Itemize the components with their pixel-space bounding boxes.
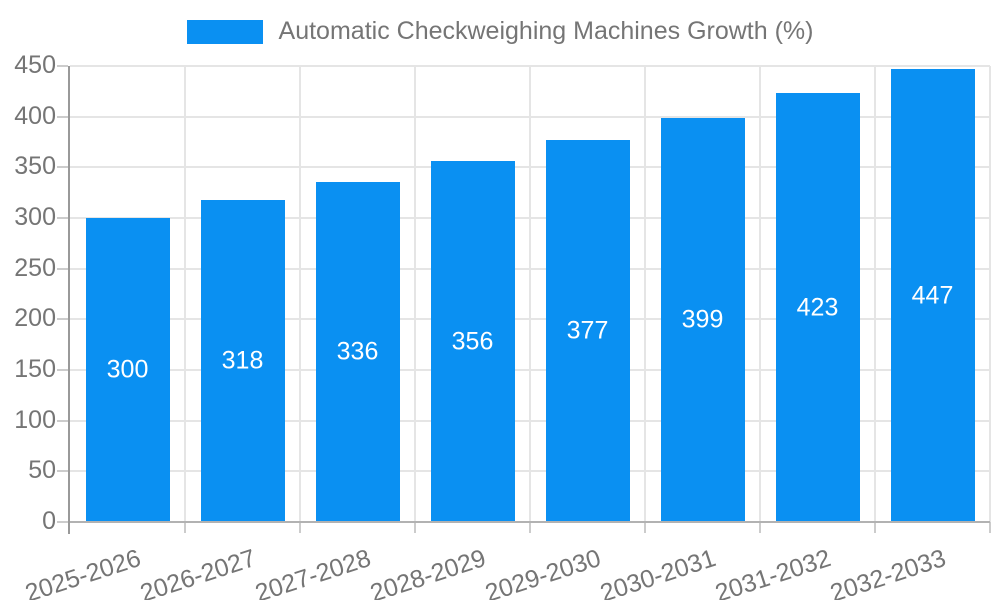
y-axis-tick [57, 267, 68, 270]
bar-value-label: 377 [566, 316, 609, 345]
y-axis-tick [57, 470, 68, 473]
y-axis-tick [57, 521, 68, 523]
bar [200, 199, 285, 522]
x-axis-tick [989, 522, 991, 533]
bar-value-label: 423 [796, 293, 839, 322]
x-axis-tick [184, 522, 186, 533]
x-axis-tick [644, 522, 646, 533]
y-axis-tick [57, 419, 68, 422]
x-axis-tick [874, 522, 876, 533]
y-axis-tick-label: 350 [14, 152, 56, 181]
y-axis-tick-label: 50 [28, 456, 56, 485]
bar-value-label: 300 [106, 355, 149, 384]
x-axis-label: 2030-2031 [596, 544, 720, 600]
x-axis-label: 2032-2033 [826, 544, 950, 600]
category-boundary-gridline [989, 66, 991, 522]
x-axis-label: 2027-2028 [251, 544, 375, 600]
bar-value-label: 356 [451, 327, 494, 356]
y-axis-tick-label: 250 [14, 253, 56, 282]
category-boundary-gridline [184, 66, 186, 522]
category-boundary-gridline [414, 66, 416, 522]
y-axis-tick-label: 400 [14, 101, 56, 130]
x-axis-tick [759, 522, 761, 533]
x-axis-label: 2026-2027 [136, 544, 260, 600]
bar-value-label: 447 [911, 281, 954, 310]
category-boundary-gridline [874, 66, 876, 522]
legend-series-label: Automatic Checkweighing Machines Growth … [278, 17, 814, 45]
y-axis-tick-label: 450 [14, 50, 56, 79]
bar [315, 181, 400, 522]
category-boundary-gridline [529, 66, 531, 522]
x-axis-tick [529, 522, 531, 533]
y-axis-tick-label: 200 [14, 304, 56, 333]
bar [890, 69, 975, 522]
x-axis-label: 2031-2032 [711, 544, 835, 600]
bar [775, 93, 860, 522]
y-axis-tick [57, 166, 68, 169]
y-axis-tick [57, 369, 68, 371]
y-axis-tick [57, 115, 68, 118]
x-axis-tick [414, 522, 416, 533]
category-boundary-gridline [644, 66, 646, 522]
bar-value-label: 399 [681, 305, 724, 334]
y-axis-tick-label: 100 [14, 405, 56, 434]
y-axis-tick [57, 65, 68, 67]
bar-value-label: 318 [221, 346, 264, 375]
y-axis-tick [57, 318, 68, 321]
bar [85, 218, 170, 522]
y-axis-line [68, 66, 70, 534]
x-axis-label: 2028-2029 [366, 544, 490, 600]
bar [430, 161, 515, 522]
y-axis-tick-label: 300 [14, 202, 56, 231]
y-axis-tick-label: 150 [14, 354, 56, 383]
x-axis-tick [299, 522, 301, 533]
category-boundary-gridline [759, 66, 761, 522]
category-boundary-gridline [299, 66, 301, 522]
y-axis-tick-label: 0 [42, 506, 56, 535]
x-axis-label: 2025-2026 [21, 544, 145, 600]
chart-legend: Automatic Checkweighing Machines Growth … [0, 17, 1000, 46]
x-axis-baseline [70, 521, 990, 523]
legend-color-swatch [186, 19, 263, 44]
bar [545, 139, 630, 522]
bar [660, 117, 745, 522]
x-axis-label: 2029-2030 [481, 544, 605, 600]
y-axis-tick [57, 217, 68, 219]
bar-value-label: 336 [336, 337, 379, 366]
